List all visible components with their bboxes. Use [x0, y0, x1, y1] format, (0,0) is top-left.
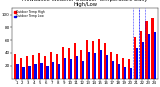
- Bar: [80, 50, 82, 79]
- Bar: [14, 54, 16, 79]
- Bar: [46, 66, 48, 79]
- Bar: [56, 54, 58, 79]
- Bar: [122, 58, 124, 79]
- Title: Milwaukee Weather Outdoor Temperature Daily High/Low: Milwaukee Weather Outdoor Temperature Da…: [22, 0, 148, 7]
- Bar: [34, 64, 37, 79]
- Bar: [94, 53, 96, 79]
- Bar: [20, 58, 22, 79]
- Bar: [116, 54, 118, 79]
- Legend: Outdoor Temp High, Outdoor Temp Low: Outdoor Temp High, Outdoor Temp Low: [14, 10, 46, 19]
- Bar: [98, 39, 100, 79]
- Bar: [62, 47, 64, 79]
- Bar: [86, 40, 88, 79]
- Bar: [154, 32, 156, 79]
- Bar: [100, 50, 102, 79]
- Bar: [16, 64, 19, 79]
- Bar: [152, 18, 154, 79]
- Bar: [58, 64, 60, 79]
- Bar: [140, 31, 142, 79]
- Bar: [52, 62, 54, 79]
- Bar: [82, 61, 84, 79]
- Bar: [136, 48, 138, 79]
- Bar: [74, 43, 76, 79]
- Bar: [118, 64, 120, 79]
- Bar: [44, 56, 46, 79]
- Bar: [130, 68, 132, 79]
- Bar: [110, 52, 112, 79]
- Bar: [64, 58, 66, 79]
- Bar: [32, 55, 34, 79]
- Bar: [106, 55, 108, 79]
- Bar: [28, 66, 31, 79]
- Bar: [128, 59, 130, 79]
- Bar: [70, 59, 72, 79]
- Bar: [40, 63, 43, 79]
- Bar: [92, 41, 94, 79]
- Bar: [142, 42, 144, 79]
- Bar: [104, 43, 106, 79]
- Bar: [50, 52, 52, 79]
- Bar: [68, 48, 70, 79]
- Bar: [22, 67, 25, 79]
- Bar: [124, 67, 126, 79]
- Bar: [134, 37, 136, 79]
- Bar: [112, 61, 114, 79]
- Bar: [26, 56, 28, 79]
- Bar: [38, 53, 40, 79]
- Bar: [76, 56, 78, 79]
- Bar: [148, 34, 150, 79]
- Bar: [145, 21, 148, 79]
- Bar: [88, 52, 90, 79]
